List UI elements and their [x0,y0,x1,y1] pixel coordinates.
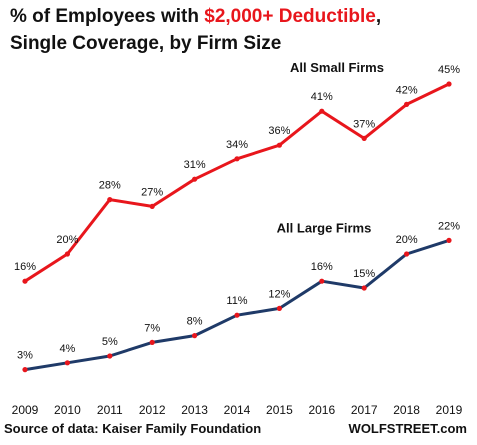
data-point-all-large-firms [149,339,155,345]
data-point-all-small-firms [446,81,452,87]
x-tick-label: 2016 [308,403,335,417]
data-label-all-small-firms: 34% [226,139,248,151]
data-label-all-large-firms: 5% [102,336,118,348]
data-point-all-large-firms [404,251,410,257]
data-point-all-large-firms [192,333,198,339]
data-point-all-small-firms [276,142,282,148]
x-tick-label: 2012 [139,403,166,417]
data-point-all-large-firms [234,312,240,318]
data-point-all-small-firms [234,156,240,162]
source-note: Source of data: Kaiser Family Foundation [4,421,262,436]
data-point-all-small-firms [22,278,28,284]
data-label-all-large-firms: 12% [268,288,290,300]
data-point-all-small-firms [319,108,325,114]
data-point-all-large-firms [22,367,28,373]
data-label-all-large-firms: 15% [353,268,375,280]
data-point-all-large-firms [319,278,325,284]
x-tick-label: 2015 [266,403,293,417]
data-label-all-large-firms: 22% [438,220,460,232]
data-label-all-large-firms: 8% [187,316,203,328]
x-tick-label: 2009 [12,403,39,417]
data-point-all-large-firms [276,305,282,311]
data-point-all-large-firms [446,237,452,243]
data-label-all-small-firms: 31% [184,159,206,171]
x-tick-label: 2019 [436,403,463,417]
data-point-all-large-firms [107,353,113,359]
data-label-all-small-firms: 20% [56,234,78,246]
data-label-all-small-firms: 42% [396,84,418,96]
data-label-all-small-firms: 45% [438,64,460,76]
data-point-all-small-firms [107,197,113,203]
x-tick-label: 2011 [97,403,123,417]
data-point-all-small-firms [361,135,367,141]
x-tick-label: 2013 [181,403,208,417]
data-label-all-small-firms: 41% [311,91,333,103]
data-label-all-small-firms: 16% [14,261,36,273]
credit-watermark: WOLFSTREET.com [348,421,467,436]
x-tick-label: 2017 [351,403,378,417]
data-label-all-small-firms: 37% [353,118,375,130]
chart-title-line-2: Single Coverage, by Firm Size [10,33,282,54]
data-label-all-large-firms: 3% [17,350,33,362]
x-tick-label: 2010 [54,403,81,417]
data-point-all-large-firms [64,360,70,366]
data-label-all-large-firms: 4% [59,343,75,355]
chart-title-line-1: % of Employees with $2,000+ Deductible, [10,6,381,28]
data-label-all-small-firms: 27% [141,186,163,198]
title-suffix: , [375,6,382,27]
data-label-all-large-firms: 11% [226,295,247,307]
data-label-all-small-firms: 36% [268,125,290,137]
data-point-all-small-firms [192,176,198,182]
title-highlight: $2,000+ Deductible [204,6,376,27]
data-point-all-small-firms [149,203,155,209]
data-point-all-small-firms [64,251,70,257]
data-label-all-large-firms: 7% [144,322,160,334]
data-point-all-large-firms [361,285,367,291]
x-tick-label: 2014 [224,403,251,417]
series-name-all-large-firms: All Large Firms [277,220,372,235]
x-tick-label: 2018 [393,403,420,417]
series-line-all-small-firms [23,82,451,283]
data-label-all-small-firms: 28% [99,180,121,192]
title-prefix: % of Employees with [10,6,205,27]
data-point-all-small-firms [404,101,410,107]
data-label-all-large-firms: 20% [396,234,418,246]
data-label-all-large-firms: 16% [311,261,333,273]
series-name-all-small-firms: All Small Firms [290,60,384,75]
